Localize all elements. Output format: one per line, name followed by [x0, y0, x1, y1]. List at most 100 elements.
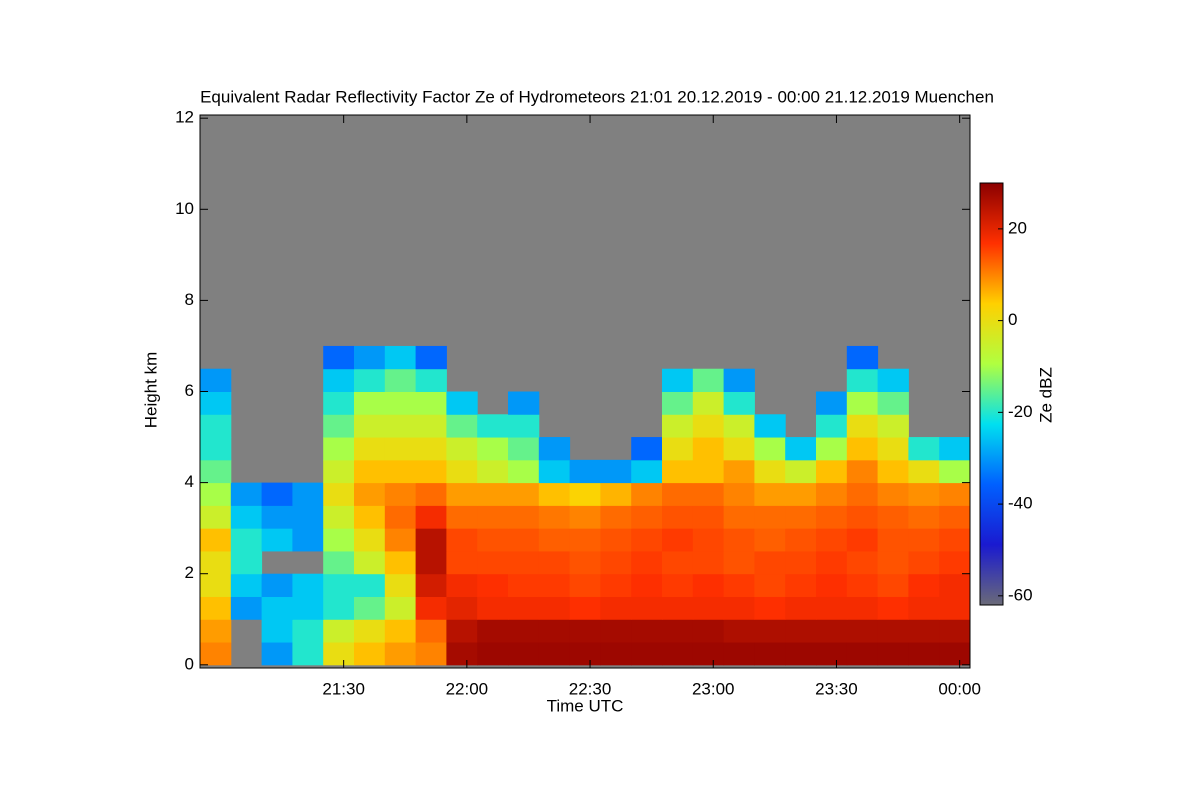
heatmap-cell [723, 459, 755, 484]
heatmap-cell [415, 505, 447, 529]
heatmap-cell [446, 505, 478, 529]
heatmap-cell [754, 437, 786, 461]
heatmap-cell [723, 573, 755, 597]
heatmap-cell [354, 437, 386, 461]
heatmap-cell [569, 528, 601, 552]
heatmap-cell [538, 505, 571, 529]
x-tick-label: 21:30 [322, 679, 365, 698]
heatmap-cell [508, 573, 540, 597]
heatmap-cell [384, 368, 417, 392]
heatmap-cell [354, 391, 386, 415]
heatmap-cell [415, 437, 447, 461]
heatmap-cell [631, 528, 663, 552]
heatmap-cell [261, 596, 293, 620]
heatmap-cell [816, 505, 848, 529]
heatmap-cell [200, 619, 232, 643]
heatmap-cell [508, 550, 540, 575]
x-tick-label: 00:00 [938, 679, 981, 698]
heatmap-cell [631, 505, 663, 529]
heatmap-cell [415, 528, 447, 552]
heatmap-cell [662, 550, 694, 575]
heatmap-cell [354, 642, 386, 666]
heatmap-cell [692, 368, 725, 392]
heatmap-cell [354, 414, 386, 438]
heatmap-cell [477, 642, 509, 666]
heatmap-cell [939, 505, 971, 529]
heatmap-cell [477, 437, 509, 461]
heatmap-cell [877, 437, 909, 461]
heatmap-cell [600, 482, 632, 506]
heatmap-cell [631, 619, 663, 643]
heatmap-cell [631, 550, 663, 575]
heatmap-cell [477, 619, 509, 643]
heatmap-cell [200, 482, 232, 506]
heatmap-cell [384, 550, 417, 575]
heatmap-cell [200, 391, 232, 415]
heatmap-cell [600, 505, 632, 529]
heatmap-cell [908, 482, 940, 506]
heatmap-cell [662, 619, 694, 643]
heatmap-cell [877, 642, 909, 666]
colorbar-tick-label: -60 [1008, 585, 1033, 604]
heatmap-cell [508, 391, 540, 415]
y-tick-label: 6 [185, 381, 194, 400]
heatmap-cell [692, 528, 725, 552]
heatmap-cell [816, 596, 848, 620]
heatmap-cell [569, 573, 601, 597]
heatmap-cell [415, 573, 447, 597]
heatmap-cell [323, 528, 355, 552]
heatmap-cell [384, 528, 417, 552]
heatmap-cell [354, 459, 386, 484]
heatmap-cell [785, 596, 817, 620]
heatmap-cell [323, 459, 355, 484]
heatmap-cell [692, 391, 725, 415]
heatmap-cell [754, 619, 786, 643]
heatmap-cell [354, 596, 386, 620]
heatmap-cell [692, 437, 725, 461]
y-tick-label: 8 [185, 290, 194, 309]
heatmap-cell [631, 482, 663, 506]
heatmap-cell [415, 368, 447, 392]
heatmap-cell [292, 573, 324, 597]
x-tick-label: 23:30 [815, 679, 858, 698]
heatmap-cell [785, 437, 817, 461]
heatmap-cell [816, 437, 848, 461]
heatmap-cell [323, 642, 355, 666]
chart-title: Equivalent Radar Reflectivity Factor Ze … [200, 87, 994, 106]
heatmap-cell [662, 459, 694, 484]
heatmap-cell [662, 368, 694, 392]
heatmap-cell [538, 437, 571, 461]
heatmap-cell [939, 528, 971, 552]
heatmap-cell [723, 437, 755, 461]
heatmap-cell [785, 573, 817, 597]
heatmap-cell [569, 505, 601, 529]
heatmap-cell [846, 619, 879, 643]
heatmap-cell [292, 528, 324, 552]
heatmap-cell [600, 459, 632, 484]
heatmap-cell [785, 528, 817, 552]
heatmap-cell [415, 482, 447, 506]
heatmap-cell [446, 550, 478, 575]
heatmap-cell [723, 391, 755, 415]
heatmap-cell [662, 596, 694, 620]
heatmap-cell [877, 368, 909, 392]
heatmap-cell [446, 573, 478, 597]
heatmap-cell [261, 642, 293, 666]
y-axis-label: Height km [141, 352, 160, 429]
heatmap-cell [292, 596, 324, 620]
heatmap-cell [939, 482, 971, 506]
y-tick-label: 10 [175, 199, 194, 218]
heatmap-cell [200, 642, 232, 666]
heatmap-cell [908, 642, 940, 666]
heatmap-cell [200, 368, 232, 392]
heatmap-cell [754, 596, 786, 620]
heatmap-cell [877, 619, 909, 643]
heatmap-cell [816, 414, 848, 438]
heatmap-cell [939, 619, 971, 643]
heatmap-cell [538, 573, 571, 597]
heatmap-cell [877, 550, 909, 575]
heatmap-cell [816, 528, 848, 552]
heatmap-cell [846, 505, 879, 529]
colorbar-tick-label: -40 [1008, 494, 1033, 513]
heatmap-cell [323, 596, 355, 620]
